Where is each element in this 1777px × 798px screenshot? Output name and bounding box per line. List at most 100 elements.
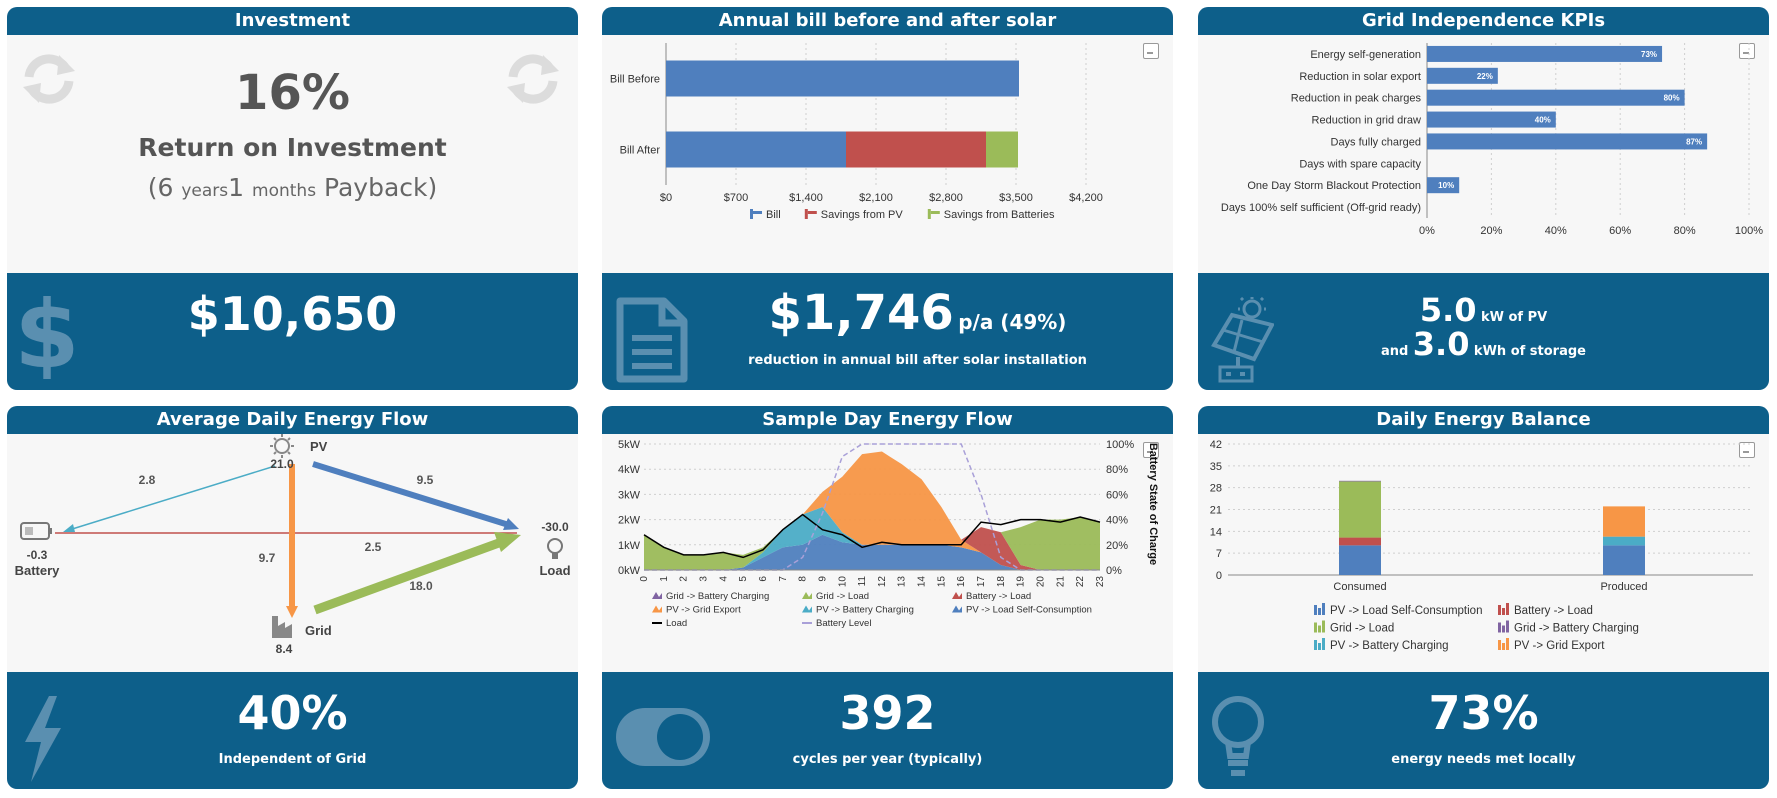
y-tick-label: 2kW	[618, 515, 641, 527]
category-label: Produced	[1600, 581, 1647, 593]
roi-label: Return on Investment	[138, 133, 447, 162]
category-label: Bill After	[620, 145, 661, 157]
flow-pv-load-label: 9.5	[417, 473, 434, 487]
legend-swatch	[750, 209, 753, 219]
legend-swatch	[804, 209, 808, 219]
local-energy-caption: energy needs met locally	[1391, 752, 1576, 767]
x-tick-label: $2,100	[859, 192, 893, 204]
payback-months-unit: months	[252, 181, 317, 201]
lightning-icon	[25, 696, 61, 782]
y2-tick-label: 20%	[1106, 540, 1128, 552]
legend-swatch	[652, 592, 662, 599]
kpi-label: Reduction in solar export	[1299, 71, 1421, 83]
x-tick-label: 2	[679, 576, 690, 582]
grid-kpis-panel: Grid Independence KPIs 0% 20% 40% 60% 80% 100…	[1198, 7, 1769, 390]
kpi-data-label: 10%	[1438, 181, 1454, 190]
y-tick-label: 0kW	[618, 565, 641, 577]
legend-label: Load	[666, 618, 687, 629]
area-series	[644, 451, 1100, 570]
grid-independence-value: 40%	[237, 686, 348, 740]
legend-swatch	[1318, 643, 1321, 650]
legend-label: PV -> Battery Charging	[816, 605, 914, 616]
x-tick-label: 23	[1095, 576, 1106, 588]
energy-balance-panel: Daily Energy Balance 0 7 14 21 28 35 42 Consume…	[1198, 406, 1769, 789]
refresh-icon[interactable]	[503, 49, 563, 109]
y-tick-label: 28	[1210, 483, 1222, 495]
energy-flow-diagram: PV 21.0 -0.3 Battery -30.0 Load Grid	[15, 434, 571, 656]
legend-label: Grid -> Battery Charging	[1514, 623, 1639, 635]
x-tick-label: 16	[956, 576, 967, 588]
bar-segment	[1603, 545, 1645, 575]
pv-value: 21.0	[270, 457, 294, 471]
legend-swatch	[1314, 605, 1317, 615]
kpi-data-label: 73%	[1641, 50, 1657, 59]
legend-swatch	[1506, 638, 1509, 650]
x-tick-label: $2,800	[929, 192, 963, 204]
y2-tick-label: 60%	[1106, 489, 1128, 501]
area-series	[644, 534, 1100, 570]
pv-grid-arrowhead	[286, 606, 298, 618]
payback-months-value: 1	[228, 173, 245, 202]
legend-swatch	[652, 605, 662, 613]
kpi-bar	[1427, 111, 1556, 128]
x-tick-label: 6	[758, 576, 769, 582]
bar-segment	[666, 60, 1019, 97]
energy-balance-title: Daily Energy Balance	[1198, 406, 1769, 434]
legend-swatch	[753, 211, 762, 214]
legend-label: Grid -> Load	[816, 591, 869, 602]
load-label: Load	[539, 563, 570, 578]
x-tick-label: 10	[837, 576, 848, 588]
legend-label: Battery -> Load	[1514, 605, 1593, 617]
legend-swatch	[1322, 603, 1325, 615]
legend-swatch	[1314, 622, 1317, 633]
grid-load-arrow	[313, 535, 509, 615]
x-tick-label: 20%	[1480, 225, 1502, 237]
chart-export-icon[interactable]	[1143, 442, 1159, 458]
cycles-caption: cycles per year (typically)	[792, 752, 983, 767]
x-tick-label: 8	[798, 576, 809, 582]
x-tick-label: $4,200	[1069, 192, 1103, 204]
annual-bill-title: Annual bill before and after solar	[602, 7, 1173, 35]
kpi-data-label: 40%	[1535, 116, 1551, 125]
pv-capacity-line: 5.0 kW of PV	[1198, 291, 1769, 329]
legend-swatch	[1498, 605, 1501, 615]
cycles-value: 392	[839, 686, 936, 740]
legend-swatch	[927, 209, 931, 219]
y2-tick-label: 80%	[1106, 464, 1128, 476]
sample-day-panel: Sample Day Energy Flow 0kW 1kW 2kW 3kW 4kW 5k…	[602, 406, 1173, 789]
x-tick-label: 100%	[1735, 225, 1763, 237]
grid-value: 8.4	[276, 642, 293, 656]
bill-savings-caption: reduction in annual bill after solar ins…	[748, 353, 1087, 368]
grid-load-arrowhead	[494, 532, 521, 552]
y-tick-label: 42	[1210, 439, 1222, 451]
legend-swatch	[930, 211, 940, 214]
refresh-icon[interactable]	[19, 49, 79, 109]
pv-capacity-value: 5.0	[1419, 291, 1477, 329]
x-tick-label: 0	[639, 576, 650, 582]
x-tick-label: 5	[738, 576, 749, 582]
y2-tick-label: 0%	[1106, 565, 1122, 577]
grid-kpis-chart: 0% 20% 40% 60% 80% 100% Energy self-generation…	[1221, 43, 1763, 237]
chart-export-icon[interactable]	[1739, 442, 1755, 458]
x-tick-label: 9	[817, 576, 828, 582]
chart-export-icon[interactable]	[1143, 43, 1159, 59]
x-tick-label: $700	[724, 192, 748, 204]
investment-panel: Investment 16% Return on Investment (6 y…	[7, 7, 578, 390]
investment-title: Investment	[7, 7, 578, 35]
legend-label: PV -> Battery Charging	[1330, 640, 1449, 652]
x-tick-label: 7	[778, 576, 789, 582]
bar-segment	[1603, 506, 1645, 537]
kpi-label: Days with spare capacity	[1299, 158, 1421, 170]
legend-swatch	[1498, 622, 1501, 633]
chart-export-icon[interactable]	[1739, 43, 1755, 59]
load-value: -30.0	[541, 520, 569, 534]
kpi-label: Days fully charged	[1331, 136, 1422, 148]
payback-years-unit: years	[181, 181, 229, 201]
x-tick-label: 17	[976, 576, 987, 588]
storage-capacity-unit: kWh of storage	[1473, 344, 1586, 359]
y-tick-label: 1kW	[618, 540, 641, 552]
legend-label: PV -> Load Self-Consumption	[966, 605, 1092, 616]
sun-icon	[270, 434, 294, 458]
legend-label: Grid -> Load	[1330, 623, 1394, 635]
legend-swatch	[1322, 638, 1325, 650]
